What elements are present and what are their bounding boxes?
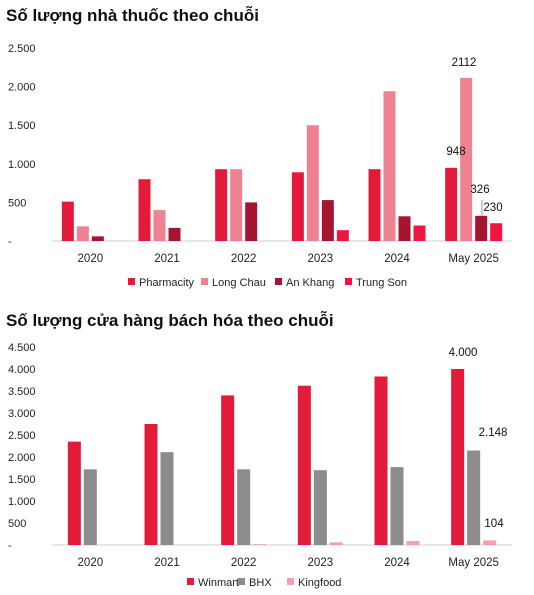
x-category-label: 2020 xyxy=(78,557,104,569)
bar-trung-son xyxy=(336,230,349,241)
chart-title-pharmacy: Số lượng nhà thuốc theo chuỗi xyxy=(6,6,259,25)
bar-an-khang xyxy=(321,200,334,241)
legend-label-trung-son: Trung Son xyxy=(356,277,407,289)
bar-winmart xyxy=(297,385,311,545)
bar-long-chau xyxy=(383,91,396,242)
bar-bhx xyxy=(160,452,174,545)
y-tick-label: - xyxy=(8,236,12,248)
bar-bhx xyxy=(313,470,327,545)
bar-trung-son xyxy=(413,225,426,241)
x-category-label: May 2025 xyxy=(448,253,499,265)
x-category-label: 2022 xyxy=(231,253,257,265)
y-tick-label: 1.500 xyxy=(8,474,36,486)
data-label: 230 xyxy=(483,202,502,214)
data-label: 948 xyxy=(446,146,465,158)
bar-bhx xyxy=(467,450,481,545)
bar-pharmacity xyxy=(368,169,381,241)
bar-bhx xyxy=(390,467,404,545)
bar-long-chau xyxy=(306,125,319,241)
bar-bhx xyxy=(237,469,251,545)
bar-kingfood xyxy=(253,544,267,545)
legend-swatch-kingfood xyxy=(287,578,294,585)
bar-an-khang xyxy=(91,236,104,241)
x-category-label: 2024 xyxy=(384,253,410,265)
y-tick-label: 2.000 xyxy=(8,82,36,94)
x-category-label: 2022 xyxy=(231,557,257,569)
y-tick-label: 2.000 xyxy=(8,452,36,464)
y-tick-label: 3.500 xyxy=(8,386,36,398)
x-category-label: May 2025 xyxy=(448,557,499,569)
y-tick-label: 4.500 xyxy=(8,342,36,354)
bar-pharmacity xyxy=(61,201,74,241)
x-category-label: 2024 xyxy=(384,557,410,569)
y-tick-label: 500 xyxy=(8,518,26,530)
bar-an-khang xyxy=(168,227,181,241)
bar-bhx xyxy=(83,469,97,545)
data-label: 104 xyxy=(484,518,504,530)
legend-label-long-chau: Long Chau xyxy=(212,277,266,289)
bar-an-khang xyxy=(398,216,411,241)
bar-long-chau xyxy=(76,226,89,241)
chart-title-grocery: Số lượng cửa hàng bách hóa theo chuỗi xyxy=(6,311,334,330)
legend-label-pharmacity: Pharmacity xyxy=(139,277,195,289)
bar-pharmacity xyxy=(138,179,151,241)
y-tick-label: 500 xyxy=(8,197,26,209)
bar-kingfood xyxy=(329,542,343,545)
bar-kingfood xyxy=(483,540,497,545)
y-tick-label: - xyxy=(8,540,12,552)
bar-long-chau xyxy=(460,77,473,241)
x-category-label: 2021 xyxy=(154,557,180,569)
y-tick-label: 1.000 xyxy=(8,496,36,508)
legend-label-winmart: Winmart xyxy=(198,577,239,589)
x-category-label: 2023 xyxy=(308,253,334,265)
bar-an-khang xyxy=(475,215,488,241)
legend-swatch-trung-son xyxy=(345,278,352,285)
y-tick-label: 3.000 xyxy=(8,408,36,420)
bar-long-chau xyxy=(153,210,166,241)
y-tick-label: 1.500 xyxy=(8,120,36,132)
legend-label-bhx: BHX xyxy=(249,577,272,589)
bar-winmart xyxy=(451,369,465,545)
bar-winmart xyxy=(67,441,81,545)
x-category-label: 2023 xyxy=(308,557,334,569)
y-tick-label: 4.000 xyxy=(8,364,36,376)
legend-swatch-pharmacity xyxy=(128,278,135,285)
legend-label-an-khang: An Khang xyxy=(286,277,334,289)
bar-kingfood xyxy=(406,541,420,545)
bar-pharmacity xyxy=(291,172,304,241)
bar-winmart xyxy=(144,424,158,545)
data-label: 2.148 xyxy=(479,427,508,439)
legend-swatch-an-khang xyxy=(275,278,282,285)
bar-trung-son xyxy=(490,223,503,241)
legend-swatch-bhx xyxy=(238,578,245,585)
bar-winmart xyxy=(374,376,388,545)
y-tick-label: 2.500 xyxy=(8,430,36,442)
legend-swatch-winmart xyxy=(187,578,194,585)
bar-winmart xyxy=(221,395,235,545)
bar-pharmacity xyxy=(215,169,228,241)
bar-pharmacity xyxy=(445,167,458,241)
bar-long-chau xyxy=(230,169,243,241)
data-label: 326 xyxy=(470,184,489,196)
x-category-label: 2020 xyxy=(78,253,104,265)
y-tick-label: 1.000 xyxy=(8,159,36,171)
bar-an-khang xyxy=(245,202,258,241)
legend-swatch-long-chau xyxy=(201,278,208,285)
x-category-label: 2021 xyxy=(154,253,180,265)
data-label: 2112 xyxy=(452,57,477,69)
legend-label-kingfood: Kingfood xyxy=(298,577,341,589)
y-tick-label: 2.500 xyxy=(8,43,36,55)
data-label: 4.000 xyxy=(449,347,478,359)
